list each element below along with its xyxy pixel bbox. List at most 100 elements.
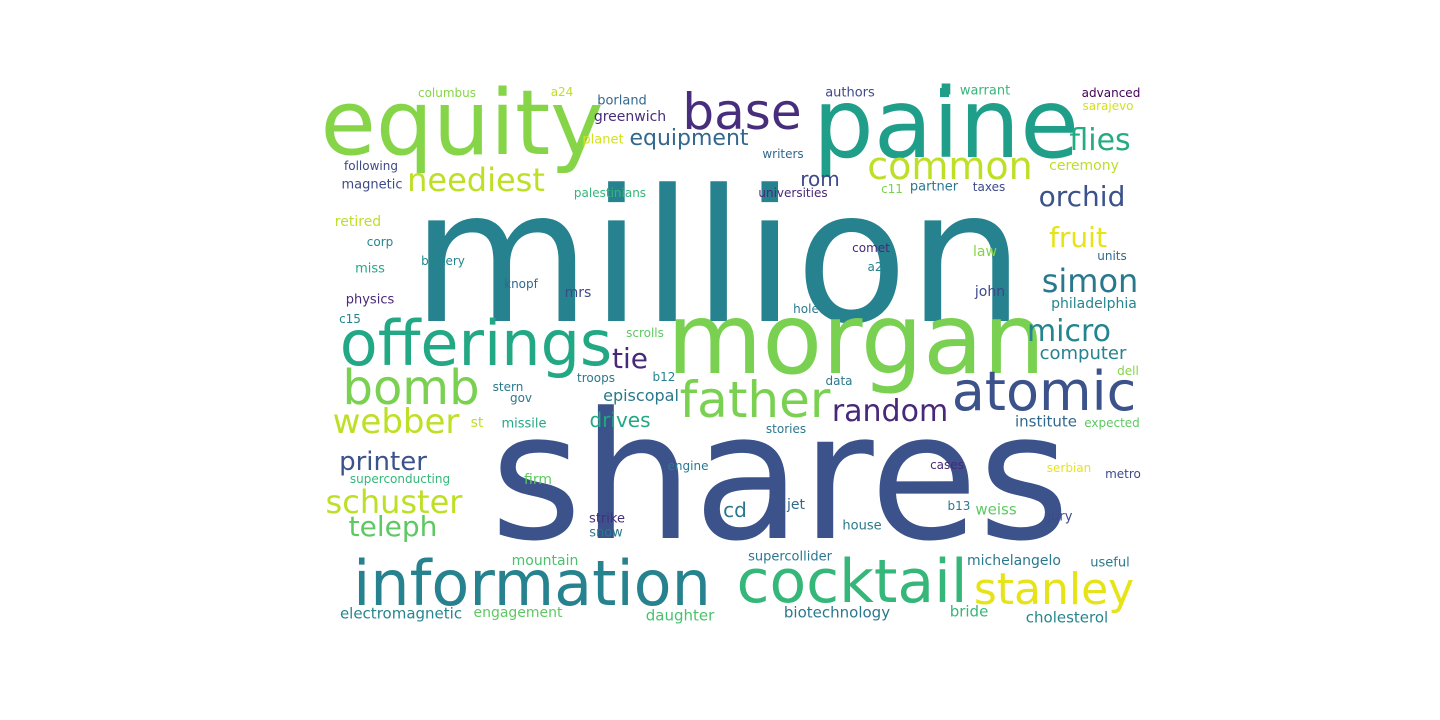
word: c11	[881, 182, 903, 196]
word: equity	[320, 71, 604, 176]
word: c15	[339, 312, 361, 326]
word: rom	[800, 167, 840, 191]
word: cases	[930, 458, 964, 472]
word: columbus	[417, 86, 477, 100]
word: john	[974, 284, 1006, 300]
word: bomb	[342, 360, 480, 416]
word: random	[831, 394, 949, 429]
word: comet	[852, 241, 890, 255]
word: schuster	[325, 483, 463, 521]
word: a24	[550, 85, 574, 99]
word: engine	[667, 459, 709, 473]
word: cholesterol	[1025, 608, 1109, 627]
word: bride	[949, 602, 989, 621]
word: stanley	[973, 564, 1135, 615]
word: morgan	[666, 283, 1046, 397]
word: knopf	[504, 277, 538, 291]
word: hole	[793, 302, 819, 316]
word: metro	[1105, 467, 1141, 481]
word: flies	[1069, 123, 1131, 158]
word: atomic	[951, 360, 1137, 423]
word: neediest	[407, 161, 545, 199]
word: engagement	[473, 605, 563, 621]
word: firm	[524, 472, 552, 488]
word: warrant	[959, 83, 1011, 99]
word: michelangelo	[966, 553, 1062, 569]
word: units	[1097, 249, 1127, 263]
word: strike	[589, 511, 625, 527]
word: troops	[577, 371, 615, 385]
word: teleph	[348, 510, 438, 543]
word: dell	[1117, 364, 1139, 378]
word: a2	[867, 260, 883, 274]
word: data	[825, 374, 853, 388]
word: palestinians	[573, 186, 647, 200]
word: jury	[1047, 509, 1073, 525]
word: house	[842, 518, 882, 534]
word: ceremony	[1049, 158, 1119, 174]
word: snow	[589, 525, 623, 541]
word: stern	[492, 380, 524, 394]
word: miss	[355, 261, 385, 277]
word: law	[973, 244, 997, 260]
word: following	[344, 159, 398, 173]
word: mountain	[511, 553, 579, 569]
word: serbian	[1046, 461, 1092, 475]
word: battery	[421, 254, 465, 268]
word: borland	[597, 93, 647, 109]
word: magnetic	[341, 177, 403, 193]
word: printer	[339, 447, 427, 477]
word: million	[411, 151, 1025, 365]
word: advanced	[1081, 86, 1141, 100]
word: father	[679, 371, 831, 429]
word: biotechnology	[783, 603, 891, 622]
word: st	[470, 415, 484, 431]
word: shares	[490, 375, 1070, 580]
word: gov	[509, 391, 533, 405]
word: missile	[501, 416, 547, 432]
word: drives	[589, 408, 651, 432]
word: computer	[1039, 343, 1127, 364]
word: institute	[1014, 412, 1078, 431]
word: authors	[825, 85, 875, 101]
word: b12	[652, 370, 676, 384]
word: taxes	[972, 180, 1006, 194]
word: planet	[582, 132, 624, 148]
word: retired	[334, 214, 382, 230]
word: simon	[1041, 262, 1139, 300]
word: micro	[1026, 314, 1112, 349]
word: physics	[345, 292, 395, 308]
word: mrs	[564, 285, 592, 301]
word: equipment	[629, 126, 749, 151]
word: scrolls	[626, 326, 664, 340]
word: tie	[612, 342, 648, 375]
word: greenwich	[593, 109, 667, 125]
word: useful	[1090, 555, 1130, 571]
word: weiss	[975, 500, 1017, 519]
word: supercollider	[748, 549, 832, 565]
word: base	[682, 83, 802, 141]
word: daughter	[645, 606, 715, 625]
word: superconducting	[349, 472, 451, 486]
word: writers	[762, 147, 804, 161]
word: offerings	[339, 307, 613, 380]
word: corp	[366, 235, 394, 249]
word: episcopal	[603, 386, 679, 405]
word: webber	[332, 402, 460, 442]
word: universities	[758, 186, 828, 200]
square-mark	[940, 88, 949, 97]
word: expected	[1084, 416, 1140, 430]
word: electromagnetic	[339, 604, 463, 623]
word: orchid	[1038, 180, 1126, 213]
word: cd	[723, 498, 747, 522]
word: cocktail	[736, 547, 968, 617]
word: information	[353, 547, 711, 620]
word: common	[867, 144, 1033, 188]
word: stories	[765, 422, 807, 436]
word: b13	[947, 499, 971, 513]
word: jet	[787, 497, 805, 513]
word: philadelphia	[1051, 296, 1137, 312]
word: fruit	[1049, 221, 1107, 254]
word: partner	[909, 179, 959, 195]
